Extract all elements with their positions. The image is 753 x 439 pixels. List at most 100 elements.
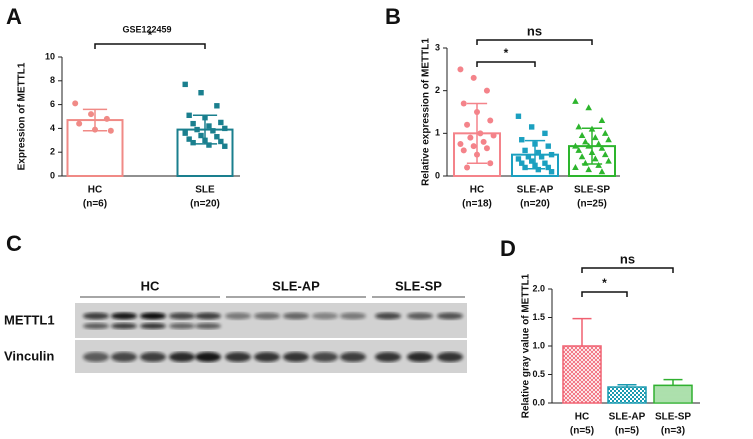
y-tick-label: 3 [435, 42, 440, 52]
data-point [477, 130, 484, 137]
data-point [515, 156, 522, 162]
y-tick-label: 2 [435, 85, 440, 95]
data-point [592, 134, 599, 141]
x-tick-sublabel: (n=5) [615, 426, 639, 437]
data-point [190, 139, 196, 146]
data-point [601, 151, 609, 158]
blot-band [83, 312, 109, 320]
y-tick-label: 0.0 [532, 397, 545, 407]
data-point [538, 154, 545, 160]
data-point [519, 160, 525, 166]
blot-band [83, 323, 109, 329]
data-point [528, 124, 535, 130]
blot-band [437, 352, 463, 362]
blot-band [83, 352, 109, 362]
data-point [535, 166, 542, 173]
data-point [585, 104, 592, 111]
data-point [542, 160, 548, 166]
data-point [470, 143, 477, 150]
data-point [605, 157, 612, 164]
y-tick-label: 2 [50, 147, 55, 157]
y-axis-label: Relative gray value of METTL1 [521, 273, 532, 418]
data-point [572, 97, 579, 104]
significance-bracket [581, 291, 628, 297]
data-point [598, 144, 606, 151]
data-point [457, 141, 464, 147]
panel-label: A [6, 4, 22, 29]
data-point [528, 158, 535, 164]
x-tick-sublabel: (n=3) [661, 426, 685, 437]
y-tick-label: 2.0 [532, 283, 545, 293]
data-point [198, 90, 204, 96]
x-tick-label: SLE [195, 185, 215, 196]
data-point [198, 132, 204, 139]
data-point [186, 136, 192, 142]
panel-label: B [385, 4, 401, 29]
data-point [525, 154, 532, 160]
data-point [578, 131, 586, 138]
data-point [487, 117, 494, 124]
data-point [490, 132, 497, 139]
data-point [210, 128, 216, 134]
blot-band [254, 312, 280, 320]
data-point [222, 143, 228, 149]
significance-bracket [476, 39, 593, 45]
blot-band [312, 352, 338, 362]
data-point [88, 111, 95, 118]
data-point [460, 147, 467, 154]
data-point [575, 146, 583, 153]
x-tick-sublabel: (n=25) [577, 199, 607, 210]
blot-band [225, 312, 251, 320]
x-tick-sublabel: (n=20) [190, 199, 220, 210]
y-axis-label: Relative expression of METTL1 [421, 38, 432, 186]
significance-label: * [504, 46, 509, 60]
data-point [535, 149, 542, 156]
data-point [522, 147, 528, 154]
data-point [464, 121, 471, 128]
significance-label: ns [527, 23, 542, 38]
data-point [582, 138, 589, 145]
data-point [585, 166, 592, 173]
data-point [548, 169, 555, 175]
data-point [487, 160, 494, 167]
data-point [585, 142, 592, 149]
data-point [572, 163, 579, 170]
y-tick-label: 1.5 [532, 312, 545, 322]
data-point [515, 113, 522, 119]
blot-band [340, 352, 366, 362]
significance-label: * [148, 28, 153, 42]
blot-band [375, 352, 401, 362]
data-point [103, 115, 110, 122]
data-point [182, 81, 188, 88]
blot-band [407, 312, 433, 320]
blot-band [111, 323, 137, 329]
data-point [605, 136, 612, 143]
data-point [575, 123, 583, 130]
data-point [522, 164, 528, 171]
blot-band [407, 352, 433, 362]
data-point [464, 164, 471, 171]
data-point [190, 120, 196, 127]
blot-band [195, 352, 221, 362]
blot-band [140, 352, 166, 362]
data-point [72, 100, 79, 107]
bar [607, 386, 647, 404]
significance-label: ns [620, 251, 635, 266]
y-tick-label: 0 [50, 170, 55, 180]
data-point [186, 112, 192, 119]
data-point [470, 74, 477, 81]
significance-bracket [94, 43, 206, 49]
data-point [483, 87, 490, 94]
data-point [218, 119, 224, 126]
data-point [214, 134, 220, 140]
blot-band [195, 323, 221, 329]
y-tick-label: 10 [45, 51, 55, 61]
blot-band [437, 312, 463, 320]
data-point [542, 130, 548, 137]
blot-band [195, 312, 221, 320]
y-tick-label: 8 [50, 75, 55, 85]
data-point [206, 142, 212, 148]
x-tick-label: SLE-AP [609, 412, 646, 423]
y-tick-label: 1 [435, 128, 440, 138]
